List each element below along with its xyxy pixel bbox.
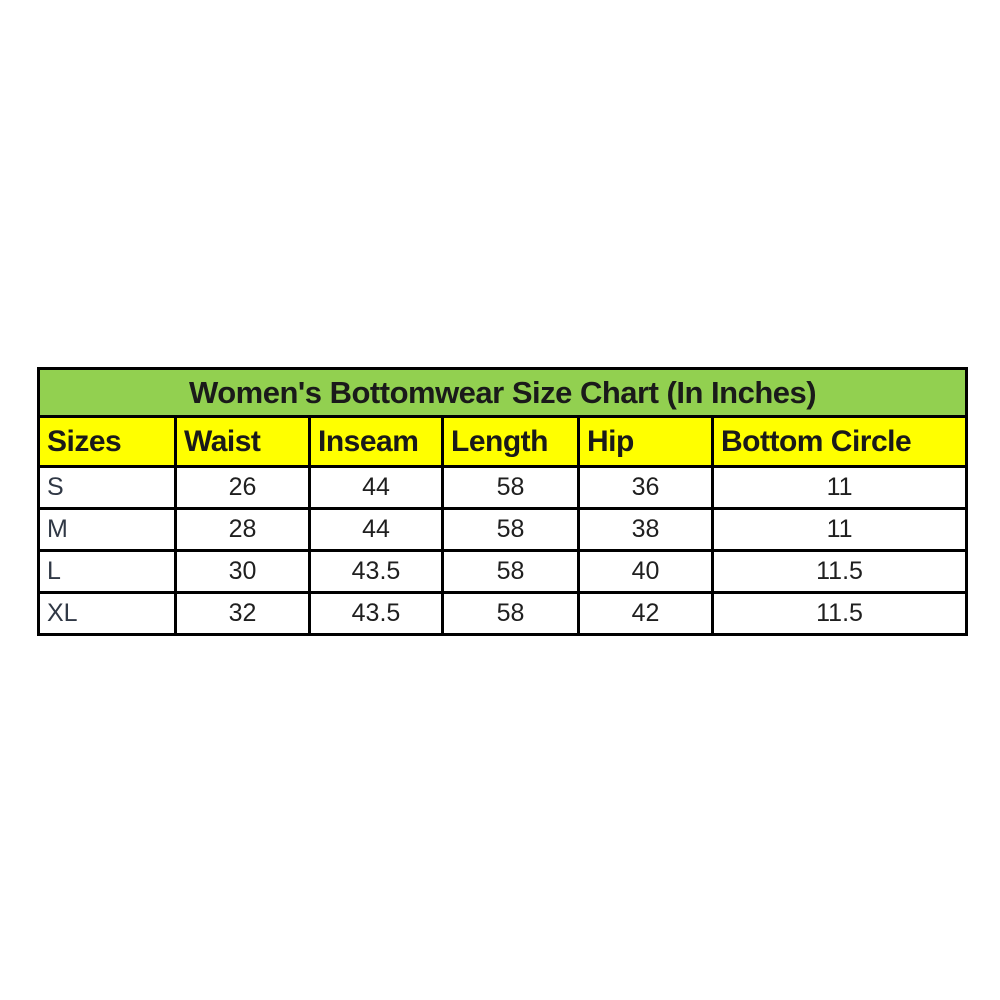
column-header-inseam: Inseam: [308, 415, 444, 468]
column-header-waist: Waist: [174, 415, 311, 468]
value-cell: 11.5: [710, 591, 969, 636]
value-cell: 11: [710, 507, 969, 552]
column-header-hip: Hip: [577, 415, 714, 468]
value-cell: 44: [308, 507, 444, 552]
value-cell: 11.5: [710, 549, 969, 594]
value-cell: 11: [710, 465, 969, 510]
column-header-length: Length: [441, 415, 580, 468]
value-cell: 58: [441, 549, 580, 594]
table-row-s: S 26 44 58 36 11: [37, 465, 969, 510]
value-cell: 38: [577, 507, 714, 552]
value-cell: 28: [174, 507, 311, 552]
value-cell: 43.5: [308, 591, 444, 636]
column-header-sizes: Sizes: [37, 415, 177, 468]
value-cell: 58: [441, 591, 580, 636]
value-cell: 26: [174, 465, 311, 510]
table-row-xl: XL 32 43.5 58 42 11.5: [37, 591, 969, 636]
value-cell: 36: [577, 465, 714, 510]
value-cell: 58: [441, 507, 580, 552]
value-cell: 40: [577, 549, 714, 594]
size-label: S: [37, 465, 177, 510]
table-row-m: M 28 44 58 38 11: [37, 507, 969, 552]
chart-title: Women's Bottomwear Size Chart (In Inches…: [36, 367, 969, 418]
value-cell: 30: [174, 549, 311, 594]
size-label: L: [37, 549, 177, 594]
column-header-bottom-circle: Bottom Circle: [710, 415, 969, 468]
value-cell: 32: [174, 591, 311, 636]
value-cell: 44: [308, 465, 444, 510]
size-chart-container: Women's Bottomwear Size Chart (In Inches…: [36, 367, 969, 636]
table-row-l: L 30 43.5 58 40 11.5: [37, 549, 969, 594]
value-cell: 43.5: [308, 549, 444, 594]
title-row: Women's Bottomwear Size Chart (In Inches…: [36, 367, 969, 418]
size-chart-table: Women's Bottomwear Size Chart (In Inches…: [36, 367, 969, 636]
size-label: XL: [37, 591, 177, 636]
value-cell: 42: [577, 591, 714, 636]
value-cell: 58: [441, 465, 580, 510]
header-row: Sizes Waist Inseam Length Hip Bottom Circle: [37, 415, 969, 468]
size-label: M: [37, 507, 177, 552]
